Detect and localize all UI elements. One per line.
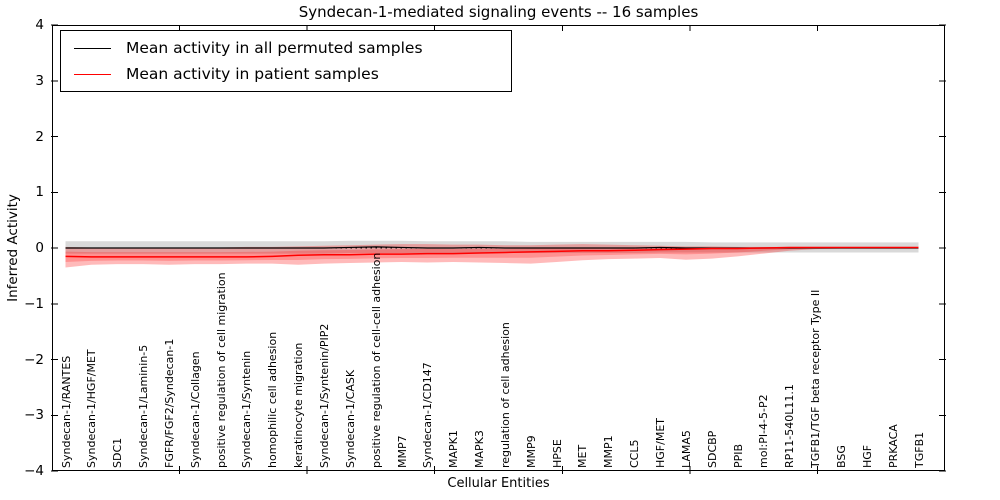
- x-category-label: HGF/MET: [654, 418, 667, 468]
- x-category-label: Syndecan-1/CASK: [343, 369, 357, 468]
- legend-item-patient: Mean activity in patient samples: [61, 65, 511, 83]
- x-category-label: Syndecan-1/HGF/MET: [85, 349, 99, 468]
- patient-line-swatch: [74, 73, 111, 75]
- chart-title: Syndecan-1-mediated signaling events -- …: [298, 3, 699, 21]
- y-tick-label: −3: [24, 407, 44, 424]
- x-category-label: TGFB1: [912, 431, 926, 468]
- x-category-label: MET: [576, 444, 590, 468]
- x-category-label: Syndecan-1/CD147: [421, 362, 435, 468]
- x-category-label: regulation of cell adhesion: [498, 322, 512, 468]
- legend-item-permuted-label: Mean activity in all permuted samples: [126, 39, 423, 57]
- x-category-label: mol:PI-4-5-P2: [757, 394, 771, 468]
- x-category-label: BSG: [834, 445, 848, 468]
- x-category-label: MMP7: [395, 435, 409, 468]
- patient-mean-line: [65, 246, 919, 258]
- x-category-label: keratinocyte migration: [292, 342, 306, 468]
- y-tick-label: 2: [35, 128, 44, 145]
- x-category-label: LAMA5: [679, 430, 693, 468]
- x-category-label: positive regulation of cell migration: [214, 272, 228, 468]
- x-category-label: RP11-540L11.1: [783, 384, 797, 468]
- x-category-label: MMP9: [524, 435, 538, 468]
- y-tick-label: 0: [35, 240, 44, 256]
- x-category-label: Syndecan-1/Syntenin: [240, 350, 254, 468]
- patient-band-outer: [65, 244, 919, 268]
- x-category-label: homophilic cell adhesion: [266, 331, 280, 468]
- y-tick-label: 4: [35, 17, 44, 33]
- x-category-label: MAPK3: [473, 430, 487, 468]
- x-category-label: MMP1: [602, 435, 616, 468]
- legend-item-patient-label: Mean activity in patient samples: [126, 65, 379, 83]
- x-category-label: PRKACA: [886, 424, 900, 468]
- x-category-label: CCL5: [628, 439, 642, 469]
- x-category-label: SDC1: [111, 437, 125, 468]
- x-category-label: Syndecan-1/Syntenin/PIP2: [317, 323, 331, 468]
- x-category-label: HPSE: [550, 439, 564, 468]
- x-category-label: Syndecan-1/Collagen: [188, 351, 202, 468]
- x-axis-label: Cellular Entities: [447, 476, 550, 491]
- x-category-label: Syndecan-1/Laminin-5: [137, 344, 151, 468]
- x-category-label: FGFR/FGF2/Syndecan-1: [162, 338, 176, 468]
- x-category-label: positive regulation of cell-cell adhesio…: [369, 252, 383, 468]
- y-tick-label: 3: [35, 72, 44, 89]
- y-tick-label: 1: [35, 184, 44, 201]
- x-category-label: MAPK1: [447, 430, 461, 468]
- x-category-label: HGF: [860, 444, 874, 468]
- y-tick-label: −4: [24, 463, 44, 479]
- x-category-label: Syndecan-1/RANTES: [59, 355, 73, 468]
- x-category-label: PPIB: [731, 443, 745, 468]
- legend: Mean activity in all permuted samples Me…: [60, 30, 512, 92]
- x-category-label: SDCBP: [705, 430, 719, 468]
- x-category-label: TGFB1/TGF beta receptor Type II: [809, 289, 823, 468]
- y-tick-label: −1: [24, 295, 44, 312]
- patient-band-inner: [65, 247, 919, 262]
- permuted-line-swatch: [74, 47, 111, 49]
- legend-item-permuted: Mean activity in all permuted samples: [61, 39, 511, 57]
- y-tick-label: −2: [24, 351, 44, 368]
